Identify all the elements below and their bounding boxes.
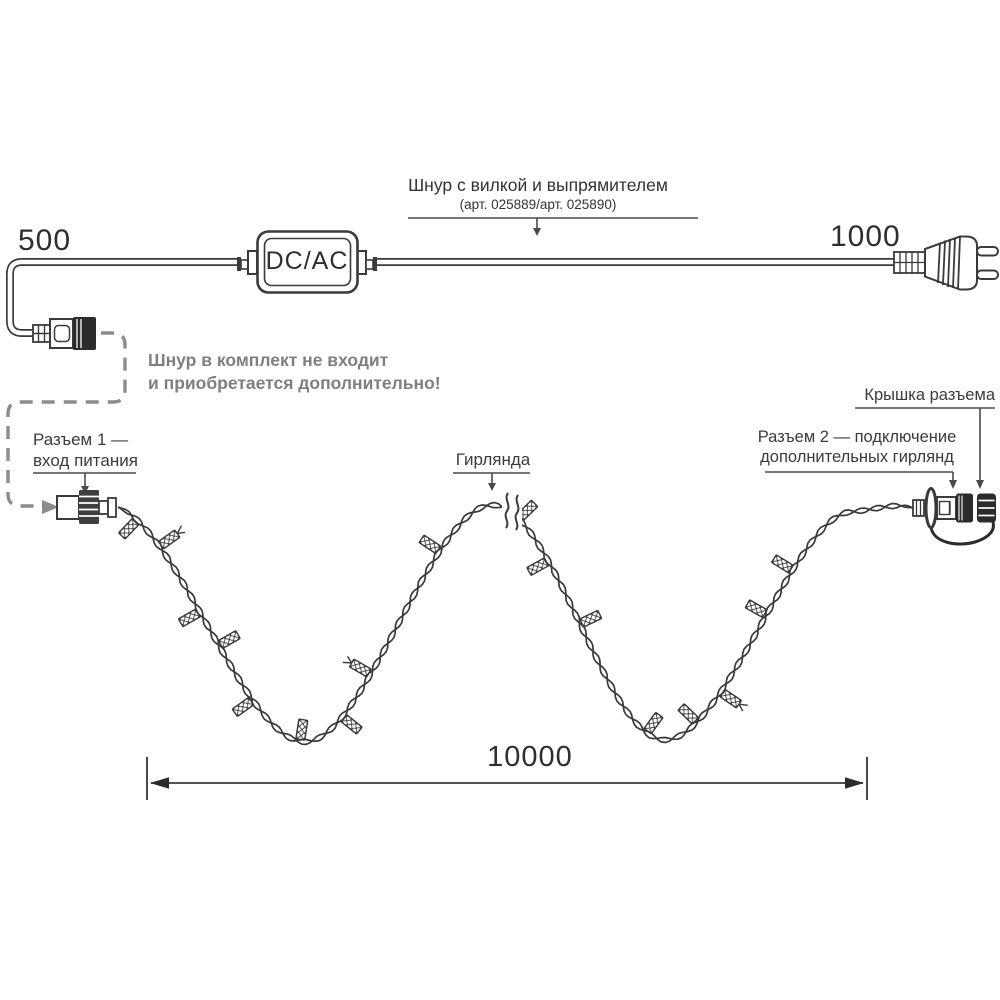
connector1-label-line1: Разъем 1 — bbox=[33, 430, 129, 449]
connector-cap bbox=[977, 493, 996, 523]
connector2-label-line1: Разъем 2 — подключение bbox=[757, 428, 957, 446]
leader-garland bbox=[453, 472, 530, 491]
bulb-wire-whiskers bbox=[738, 703, 748, 712]
wire-break-icon bbox=[502, 492, 522, 531]
dc-ac-label: DC/AC bbox=[265, 247, 349, 275]
leader-connector2 bbox=[765, 471, 957, 489]
down-arrowhead-icon bbox=[949, 480, 957, 489]
led-bulb bbox=[579, 610, 603, 628]
led-bulb bbox=[526, 557, 549, 576]
led-bulb bbox=[178, 608, 201, 628]
dimension-line-10000 bbox=[146, 757, 868, 800]
not-included-note: Шнур в комплект не входит и приобретаетс… bbox=[148, 349, 441, 395]
garland-label: Гирлянда bbox=[455, 450, 531, 469]
dashed-leader bbox=[6, 331, 127, 514]
bulb-wire-whiskers bbox=[176, 525, 186, 535]
dimension-1000-label: 1000 bbox=[830, 220, 901, 253]
gray-arrowhead-icon bbox=[42, 500, 59, 514]
dimension-500-label: 500 bbox=[18, 224, 72, 257]
leader-cord-label bbox=[408, 217, 698, 236]
note-line-1: Шнур в комплект не входит bbox=[148, 350, 389, 370]
connector2-label: Разъем 2 — подключение дополнительных ги… bbox=[757, 427, 957, 467]
power-cord-left bbox=[6, 258, 238, 337]
cap-tether-wire bbox=[929, 521, 995, 546]
down-arrowhead-icon bbox=[533, 228, 541, 236]
connector1-label-line2: вход питания bbox=[33, 451, 138, 470]
garland-connector-1 bbox=[56, 490, 117, 524]
cord-label-subtitle: (арт. 025889/арт. 025890) bbox=[459, 197, 617, 212]
led-bulb bbox=[342, 656, 372, 678]
cap-label: Крышка разъема bbox=[864, 386, 995, 404]
connector2-label-line2: дополнительных гирлянд bbox=[760, 448, 954, 466]
power-plug bbox=[893, 235, 999, 291]
dc-ac-converter bbox=[237, 230, 377, 294]
led-bulb bbox=[118, 518, 140, 540]
led-bulb bbox=[340, 714, 363, 735]
led-bulb bbox=[158, 525, 186, 550]
leader-cap bbox=[855, 407, 995, 489]
led-bulb bbox=[418, 534, 442, 554]
led-bulb bbox=[677, 703, 699, 725]
dimension-10000-label: 10000 bbox=[487, 741, 573, 773]
garland-connector-2 bbox=[912, 487, 996, 546]
led-bulb bbox=[744, 599, 768, 618]
left-arrowhead-icon bbox=[150, 777, 169, 789]
cord-label-title: Шнур с вилкой и выпрямителем bbox=[408, 175, 668, 195]
led-bulb bbox=[295, 718, 309, 741]
bulb-wire-whiskers bbox=[342, 656, 353, 664]
led-bulb bbox=[218, 630, 241, 649]
led-bulb bbox=[231, 697, 254, 717]
cord-barrel-connector bbox=[32, 317, 96, 350]
garland-wire bbox=[117, 499, 913, 746]
led-bulb bbox=[643, 712, 664, 735]
right-arrowhead-icon bbox=[845, 777, 864, 789]
down-arrowhead-icon bbox=[976, 480, 984, 489]
connector1-label: Разъем 1 — вход питания bbox=[33, 429, 138, 471]
led-bulb bbox=[771, 554, 794, 574]
down-arrowhead-icon bbox=[488, 483, 496, 491]
note-line-2: и приобретается дополнительно! bbox=[148, 373, 441, 393]
led-bulb bbox=[719, 688, 748, 712]
